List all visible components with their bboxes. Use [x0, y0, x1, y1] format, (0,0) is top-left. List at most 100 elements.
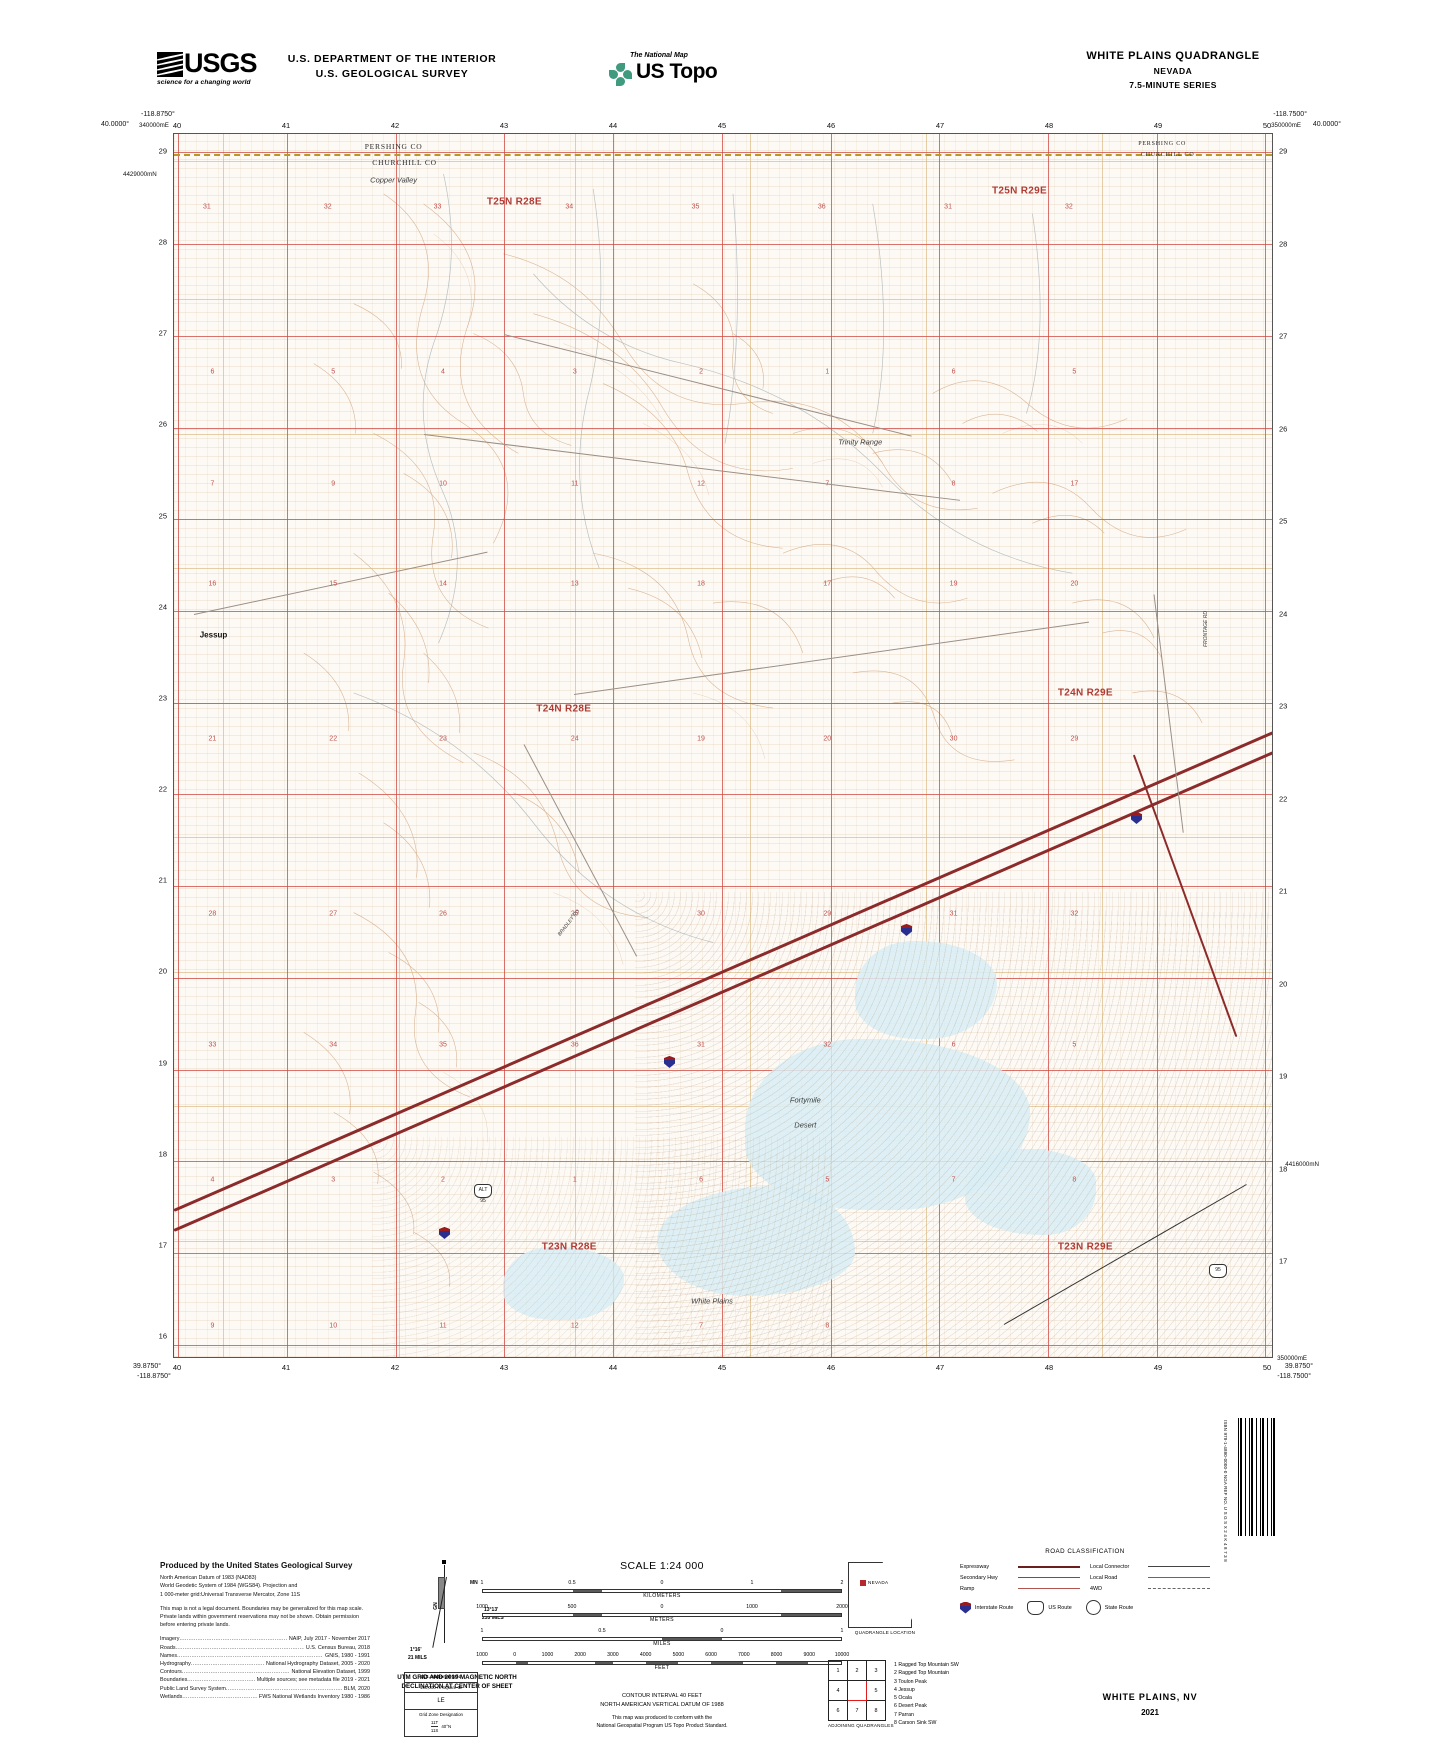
township-label: T25N R28E — [486, 196, 542, 208]
section-number: 32 — [823, 1041, 832, 1049]
section-number: 2 — [441, 1176, 445, 1184]
section-number: 10 — [329, 1322, 338, 1330]
scale-bar-track — [482, 1613, 842, 1617]
section-number: 17 — [1070, 480, 1079, 488]
data-source-name: Roads — [160, 1644, 304, 1652]
adjoining-quad-name: 5 Ocala — [894, 1695, 912, 1702]
scale-tick-label: 0.5 — [598, 1628, 606, 1634]
interstate-shield-icon[interactable] — [664, 1056, 675, 1068]
data-source-value: U.S. Census Bureau, 2018 — [305, 1644, 370, 1651]
section-number: 18 — [697, 580, 705, 588]
legend-row-ramp: Ramp — [960, 1583, 1080, 1594]
scale-tick-label: 0 — [720, 1628, 724, 1634]
us-national-grid-box: U.S. National Grid 100,000-m Square ID L… — [404, 1672, 478, 1737]
map-panel[interactable]: -118.8750° 40.0000° 340000mE -118.7500° … — [101, 111, 1341, 1380]
section-number: 29 — [823, 910, 832, 918]
scale-tick-label: 1000 — [476, 1604, 488, 1610]
scale-tick-label: 0 — [513, 1652, 517, 1658]
section-number: 15 — [329, 580, 338, 588]
legend-row-secondary-hwy: Secondary Hwy — [960, 1572, 1080, 1583]
township-label: T25N R29E — [991, 185, 1047, 197]
scale-tick-label: 2000 — [574, 1652, 586, 1658]
legend-label: Ramp — [960, 1585, 975, 1592]
section-number: 6 — [699, 1176, 703, 1184]
collar-tick-right: 20 — [1279, 979, 1288, 988]
collar-tick-right: 26 — [1279, 424, 1288, 433]
interstate-shield-icon[interactable] — [1131, 812, 1142, 824]
scale-tick-label: 6000 — [705, 1652, 717, 1658]
us-route-shield-icon[interactable]: 95 — [1209, 1264, 1227, 1278]
conformance-statement: This map was produced to conform with th… — [482, 1714, 842, 1730]
section-number: 12 — [570, 1322, 579, 1330]
usng-subtitle: 100,000-m Square ID — [405, 1683, 477, 1693]
quadrangle-state: NEVADA — [1153, 66, 1193, 76]
section-number: 21 — [208, 735, 217, 743]
section-number: 11 — [571, 480, 579, 488]
county-boundary-line — [174, 154, 1272, 156]
interstate-shield-icon[interactable] — [901, 924, 912, 936]
legend-label: 4WD — [1090, 1585, 1102, 1592]
collar-tick-bottom: 48 — [1044, 1363, 1054, 1372]
section-number: 34 — [329, 1041, 338, 1049]
legend-row-local-road: Local Road — [1090, 1572, 1210, 1583]
section-number: 2 — [699, 368, 703, 376]
topographic-base-texture — [174, 134, 1272, 1357]
scale-tick-label: 1000 — [746, 1604, 758, 1610]
section-number: 34 — [565, 203, 574, 211]
scale-bars: 1 0.5 0 1 2 KILOMETERS 1000 500 0 1000 2000 METERS 1… — [476, 1580, 849, 1672]
collar-tick-right: 17 — [1279, 1256, 1288, 1266]
collar-tick-left: 24 — [158, 602, 167, 612]
section-number: 31 — [944, 203, 952, 211]
scale-tick-label: 4000 — [639, 1652, 652, 1658]
section-number: 7 — [699, 1322, 703, 1330]
scale-tick-label: 1000 — [541, 1652, 554, 1658]
collar-tick-left: 25 — [158, 511, 167, 521]
scale-tick-label: 7000 — [738, 1652, 750, 1658]
collar-tick-right: 29 — [1279, 146, 1288, 156]
adjoining-grid-cell: 3 — [866, 1660, 886, 1681]
true-north-star-icon — [442, 1560, 446, 1564]
legend-row-expressway: Expressway — [960, 1561, 1080, 1572]
county-label-north-east: PERSHING CO — [1138, 141, 1187, 147]
data-source-row: HydrographyNational Hydrography Dataset,… — [160, 1660, 370, 1668]
legal-disclaimer: This map is not a legal document. Bounda… — [160, 1605, 364, 1629]
contour-interval-line-1: CONTOUR INTERVAL 40 FEET — [622, 1693, 702, 1699]
scale-tick-label: 0 — [660, 1604, 664, 1610]
section-number: 7 — [825, 480, 830, 488]
adjoining-quadrangles-caption: ADJOINING QUADRANGLES — [828, 1723, 894, 1728]
declination-caption-line-2: DECLINATION AT CENTER OF SHEET — [401, 1683, 513, 1690]
collar-tick-left: 29 — [158, 146, 167, 156]
section-number: 1 — [825, 368, 830, 376]
place-name-jessup: Jessup — [199, 630, 228, 640]
map-neatline[interactable]: PERSHING CO CHURCHILL CO PERSHING CO CHU… — [173, 133, 1273, 1358]
collar-tick-top: 45 — [717, 121, 727, 130]
collar-tick-left: 23 — [158, 693, 167, 703]
section-number: 32 — [1070, 910, 1079, 918]
collar-tick-top: 46 — [826, 121, 836, 130]
us-topo-label: US Topo — [636, 60, 718, 83]
scale-bar-kilometers: 1 0.5 0 1 2 KILOMETERS — [481, 1580, 844, 1600]
scale-tick-label: 2000 — [836, 1604, 848, 1610]
section-number: 31 — [697, 1041, 705, 1049]
collar-tick-bottom: 44 — [608, 1363, 618, 1372]
legend-us-route: US Route — [1027, 1600, 1072, 1615]
us-route-shield-icon[interactable]: ALT 95 — [474, 1184, 492, 1204]
legend-label: Local Road — [1090, 1574, 1118, 1581]
collar-tick-top: 47 — [935, 121, 945, 130]
road-class-left-column: Expressway Secondary Hwy Ramp — [960, 1561, 1080, 1594]
section-number: 36 — [570, 1041, 579, 1049]
scale-tick-label: 500 — [567, 1604, 577, 1610]
road-classification-title: ROAD CLASSIFICATION — [1045, 1548, 1125, 1555]
collar-tick-right: 19 — [1279, 1071, 1288, 1081]
section-number: 32 — [1064, 203, 1073, 211]
interstate-shield-icon[interactable] — [439, 1227, 450, 1239]
scale-tick-label: 1 — [750, 1580, 754, 1586]
data-source-value: GNIS, 1980 - 1991 — [325, 1652, 370, 1659]
collar-tick-bottom: 46 — [826, 1363, 836, 1372]
collar-tick-top: 43 — [499, 121, 509, 130]
quadrangle-location-diagram: NEVADA QUADRANGLE LOCATION — [838, 1558, 933, 1643]
section-number: 20 — [823, 735, 832, 743]
road-classification-legend: ROAD CLASSIFICATION Expressway Secondary… — [960, 1548, 1210, 1615]
collar-tick-top: 40 — [172, 121, 182, 130]
